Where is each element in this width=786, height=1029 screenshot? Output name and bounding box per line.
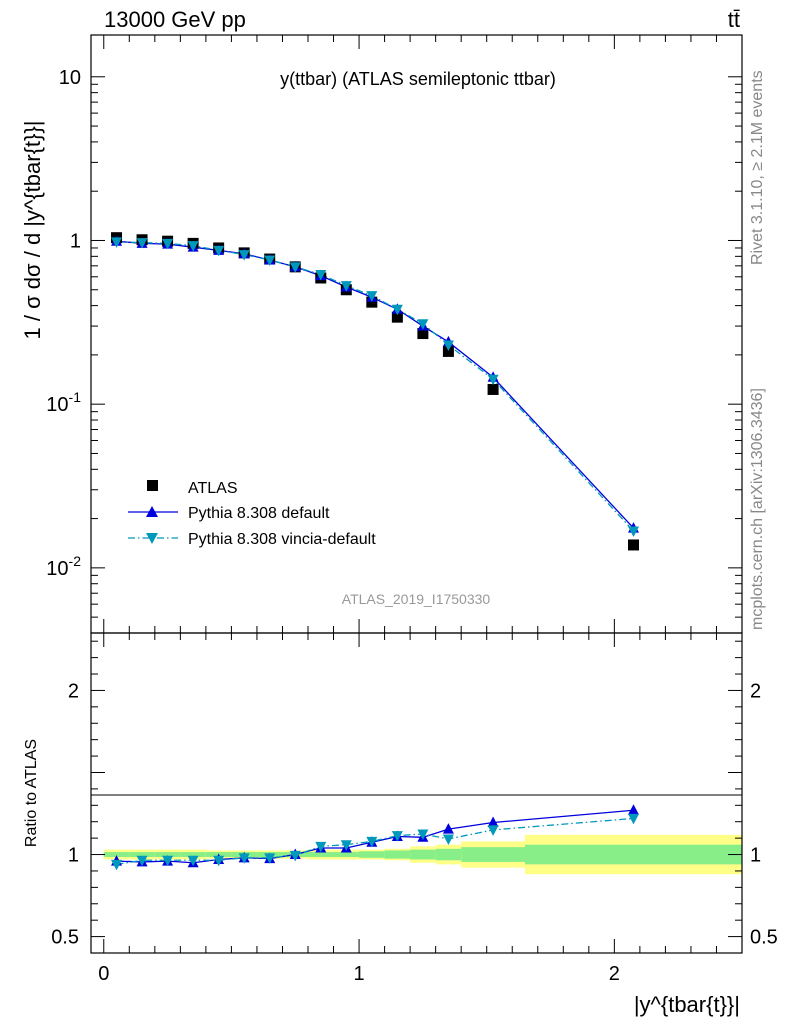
vincia-default-point (487, 374, 499, 386)
ratio-vincia-default-point (187, 855, 199, 867)
ratio-y-tick-label: 0.5 (51, 927, 79, 949)
vincia-default-point (162, 238, 174, 250)
y-tick-label: 1 (70, 230, 81, 252)
ratio-band-inner (129, 852, 155, 857)
atlas-data-point (628, 539, 639, 551)
x-axis-label: |y^{tbar{t}}| (634, 992, 740, 1017)
vincia-default-point (136, 238, 148, 249)
atlas-data-point (417, 328, 429, 340)
vincia-default-point (315, 269, 327, 281)
legend-vincia-label: Pythia 8.308 vincia-default (188, 531, 376, 548)
ratio-vincia-default-point (111, 859, 123, 871)
ratio-band-inner (154, 852, 181, 857)
legend-atlas-label: ATLAS (188, 480, 238, 497)
vincia-default-point (111, 237, 123, 248)
ratio-pythia-default-point (487, 816, 499, 828)
axis-ticks (91, 35, 743, 953)
vincia-default-point (366, 291, 378, 302)
y-tick-label: 10-1 (46, 389, 81, 416)
ratio-vincia-default-point (315, 841, 327, 853)
mcplots-label: mcplots.cern.ch [arXiv:1306.3436] (749, 388, 766, 630)
atlas-data-point (487, 383, 499, 395)
ratio-band-inner (308, 852, 334, 857)
vincia-default-point (628, 526, 639, 537)
x-tick-label: 2 (609, 963, 620, 985)
ratio-band-inner (103, 852, 130, 857)
x-tick-label: 0 (98, 963, 109, 985)
ratio-band-inner (333, 852, 360, 857)
analysis-watermark: ATLAS_2019_I1750330 (342, 591, 491, 607)
vincia-default-point (289, 262, 301, 273)
atlas-data-point (391, 311, 403, 323)
legend-pythia-label: Pythia 8.308 default (188, 505, 330, 522)
ratio-pythia-default-point (628, 804, 639, 815)
atlas-data-point (366, 296, 378, 308)
rivet-label: Rivet 3.1.10, ≥ 2.1M events (749, 70, 766, 265)
vincia-default-point (238, 250, 250, 261)
ratio-vincia-default-point (289, 850, 301, 862)
legend-pythia-marker (146, 506, 158, 517)
legend: ATLAS Pythia 8.308 default Pythia 8.308 … (128, 480, 376, 548)
vincia-default-point (213, 245, 225, 257)
ratio-band-inner (525, 844, 742, 865)
vincia-default-point (187, 241, 199, 252)
vincia-default-point (264, 255, 276, 266)
ratio-series-markers (111, 804, 639, 871)
ratio-band-inner (410, 849, 436, 860)
ratio-y-tick-label-right: 2 (750, 680, 761, 702)
ratio-band-inner (359, 851, 385, 858)
collision-label: 13000 GeV pp (104, 7, 246, 32)
ratio-band-inner (435, 848, 462, 861)
vincia-default-point (417, 319, 429, 330)
ratio-vincia-default-point (136, 855, 148, 867)
legend-atlas-marker (147, 480, 158, 491)
ratio-line-vincia-default (116, 817, 634, 866)
x-tick-label: 1 (353, 963, 364, 985)
ratio-band-inner (180, 852, 206, 857)
ratio-band-inner (384, 850, 411, 859)
ratio-band-inner (461, 847, 525, 862)
y-tick-label: 10 (59, 67, 81, 89)
ratio-vincia-default-point (442, 834, 454, 845)
ratio-vincia-default-point (628, 813, 639, 825)
ratio-vincia-default-point (264, 853, 276, 864)
ratio-vincia-default-point (391, 831, 403, 842)
ratio-y-tick-label: 1 (68, 845, 79, 867)
main-ylabel: 1 / σ dσ / d |y^{tbar{t}}| (20, 121, 45, 340)
vincia-default-point (442, 340, 454, 351)
legend-vincia-marker (146, 533, 158, 544)
main-series-lines (116, 240, 634, 532)
ratio-y-tick-label: 2 (68, 680, 79, 702)
plot-title: y(ttbar) (ATLAS semileptonic ttbar) (280, 69, 556, 89)
process-label: tt̄ (728, 7, 740, 32)
ratio-y-tick-label-right: 0.5 (750, 927, 778, 949)
ratio-vincia-default-point (340, 840, 352, 851)
vincia-default-point (391, 304, 403, 316)
main-series-markers (111, 232, 639, 551)
ratio-pythia-default-point (442, 823, 454, 834)
ratio-series-lines (116, 809, 634, 866)
ratio-vincia-default-point (417, 829, 429, 841)
ratio-vincia-default-point (238, 853, 250, 864)
ratio-y-tick-label-right: 1 (750, 845, 761, 867)
ratio-ylabel: Ratio to ATLAS (23, 739, 40, 847)
ratio-vincia-default-point (162, 855, 174, 867)
series-line-vincia-default (116, 241, 634, 532)
ratio-vincia-default-point (213, 855, 225, 867)
atlas-data-point (442, 345, 454, 357)
ratio-vincia-default-point (487, 825, 499, 836)
ratio-vincia-default-point (366, 836, 378, 848)
vincia-default-point (340, 281, 352, 292)
y-tick-label: 10-2 (46, 553, 81, 580)
ratio-plot-frame (90, 632, 743, 954)
